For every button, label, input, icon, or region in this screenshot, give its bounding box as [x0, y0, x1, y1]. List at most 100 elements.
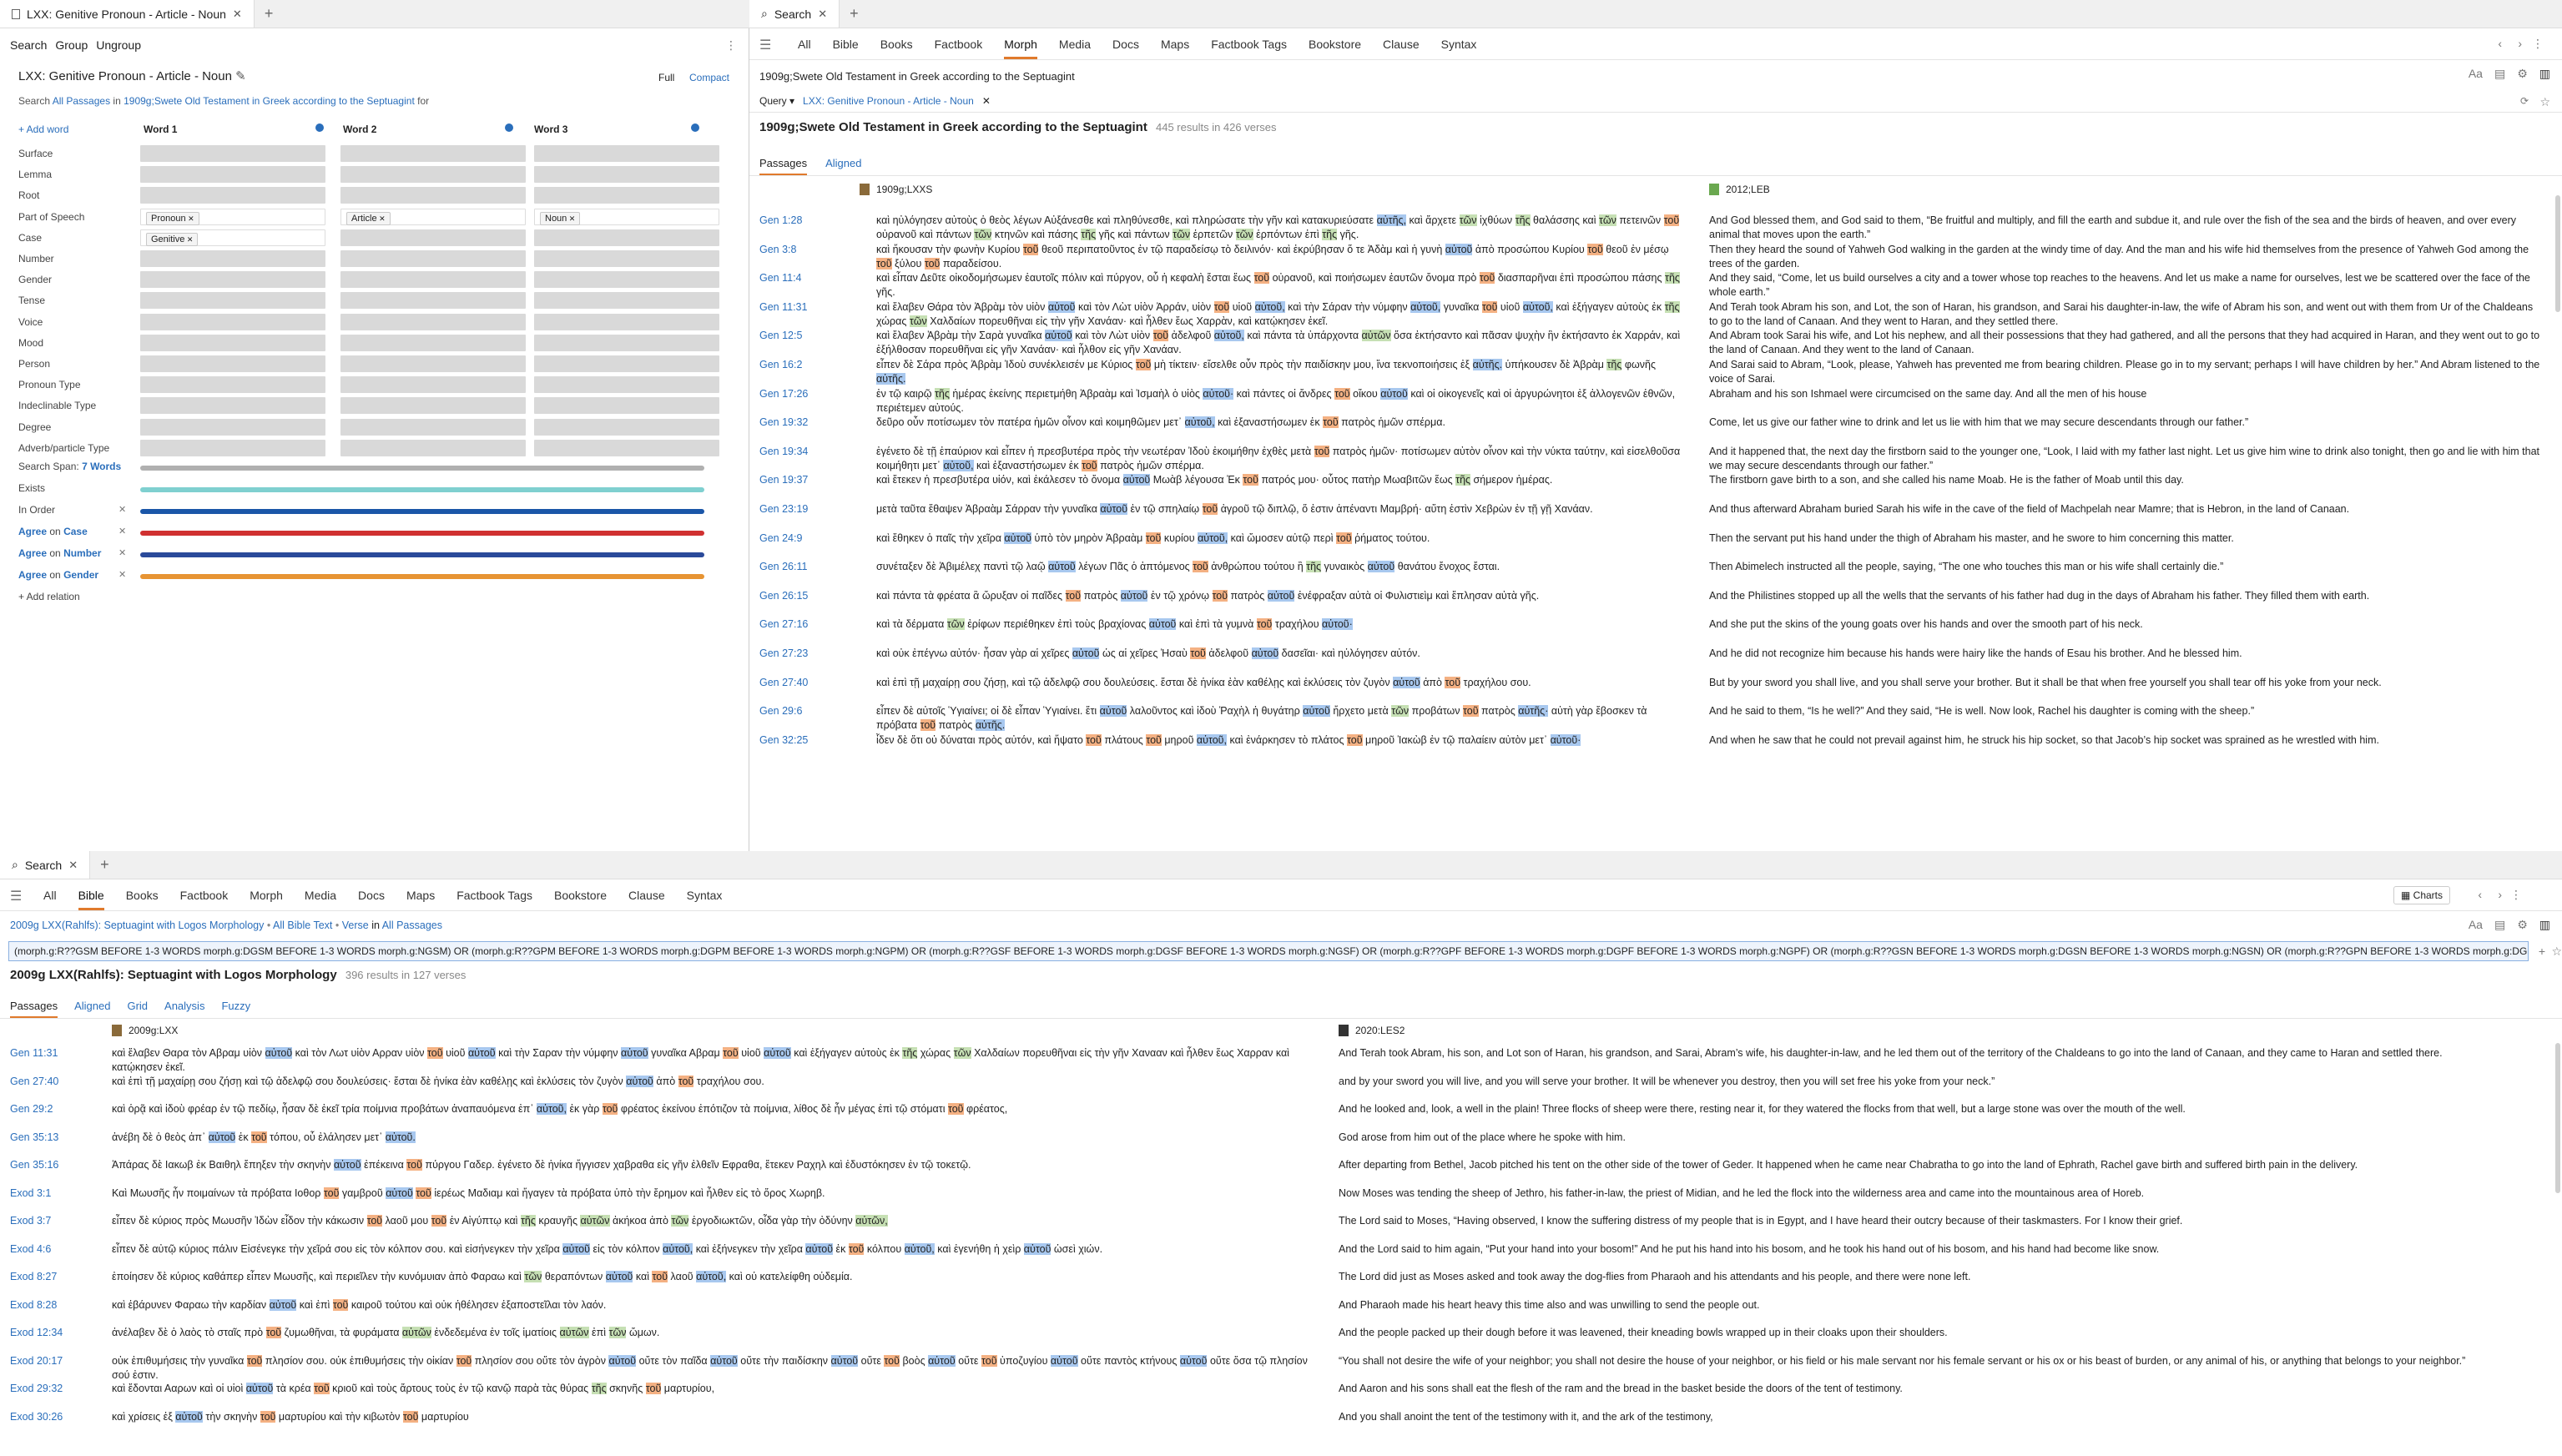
field-cell[interactable] — [340, 355, 526, 372]
field-cell[interactable] — [534, 439, 719, 456]
nav-syntax[interactable]: Syntax — [686, 889, 723, 902]
verse-reference[interactable]: Exod 3:7 — [10, 1215, 52, 1227]
nav-maps[interactable]: Maps — [406, 889, 436, 902]
remove-icon[interactable]: ✕ — [119, 548, 127, 558]
verse-reference[interactable]: Gen 12:5 — [759, 330, 803, 342]
verse-reference[interactable]: Exod 29:32 — [10, 1383, 63, 1394]
back-icon[interactable]: ‹ — [2498, 37, 2502, 50]
remove-chip-icon[interactable]: ✕ — [376, 214, 386, 223]
field-cell[interactable] — [340, 376, 526, 394]
value-chip[interactable]: Article ✕ — [346, 211, 391, 225]
agree-number-bar[interactable] — [140, 552, 704, 557]
charts-button[interactable]: ▦ Charts — [2393, 886, 2450, 904]
verse-reference[interactable]: Gen 32:25 — [759, 733, 809, 746]
field-cell[interactable] — [534, 397, 719, 415]
verse-reference[interactable]: Exod 12:34 — [10, 1327, 63, 1338]
field-cell[interactable] — [534, 292, 719, 310]
forward-icon[interactable]: › — [2498, 888, 2502, 901]
tab-query[interactable]: LXX: Genitive Pronoun - Article - Noun ✕ — [0, 0, 255, 28]
query-input[interactable]: (morph.g:R??GSM BEFORE 1-3 WORDS morph.g… — [8, 941, 2529, 961]
verse-reference[interactable]: Gen 19:34 — [759, 445, 809, 457]
add-relation-button[interactable]: + Add relation — [18, 591, 80, 602]
verse-reference[interactable]: Gen 19:32 — [759, 416, 809, 429]
add-word-button[interactable]: + Add word — [18, 123, 69, 135]
field-cell[interactable] — [340, 271, 526, 289]
verse-reference[interactable]: Exod 20:17 — [10, 1354, 63, 1367]
nav-media[interactable]: Media — [304, 889, 337, 902]
agree-gender-value[interactable]: Gender — [63, 569, 99, 581]
field-cell[interactable] — [534, 187, 719, 204]
field-cell[interactable] — [340, 145, 526, 162]
tab-passages[interactable]: Passages — [759, 157, 808, 176]
resource-selector[interactable]: 1909g;Swete Old Testament in Greek accor… — [759, 70, 1075, 83]
field-cell[interactable] — [340, 229, 526, 246]
word-1-options-icon[interactable] — [315, 123, 324, 132]
field-cell[interactable] — [534, 376, 719, 394]
remove-chip-icon[interactable]: ✕ — [184, 234, 194, 244]
field-cell[interactable] — [140, 397, 325, 415]
field-cell[interactable] — [140, 271, 325, 289]
new-tab-button[interactable]: + — [100, 856, 109, 873]
close-icon[interactable]: ✕ — [818, 7, 828, 20]
remove-chip-icon[interactable]: ✕ — [185, 214, 194, 223]
verse-reference[interactable]: Gen 23:19 — [759, 503, 809, 515]
search-span-bar[interactable] — [140, 466, 704, 471]
query-title[interactable]: LXX: Genitive Pronoun - Article - Noun ✎ — [18, 68, 246, 83]
nav-maps[interactable]: Maps — [1160, 38, 1190, 51]
back-icon[interactable]: ‹ — [2478, 888, 2482, 901]
nav-docs[interactable]: Docs — [358, 889, 385, 902]
field-cell[interactable] — [534, 250, 719, 267]
verse-reference[interactable]: Gen 1:28 — [759, 214, 803, 226]
nav-clause[interactable]: Clause — [628, 889, 665, 902]
remove-icon[interactable]: ✕ — [119, 505, 127, 515]
field-cell[interactable] — [534, 145, 719, 162]
tab-aligned[interactable]: Aligned — [825, 157, 862, 169]
nav-books[interactable]: Books — [880, 38, 913, 51]
nav-media[interactable]: Media — [1058, 38, 1092, 51]
tab-search[interactable]: ⌕ Search ✕ — [0, 851, 91, 879]
column-header-lxx[interactable]: 2009g:LXX — [112, 1025, 178, 1036]
more-icon[interactable]: ⋮ — [725, 38, 737, 52]
verse-reference[interactable]: Gen 27:23 — [759, 647, 809, 659]
menu-group[interactable]: Group — [55, 38, 88, 52]
nav-bookstore[interactable]: Bookstore — [553, 889, 608, 902]
settings-icon[interactable]: ⚙ — [2517, 918, 2528, 931]
scope-link[interactable]: All Bible Text — [273, 919, 333, 931]
field-cell[interactable] — [340, 166, 526, 184]
verse-reference[interactable]: Gen 11:4 — [759, 272, 802, 285]
resource-link[interactable]: 2009g LXX(Rahlfs): Septuagint with Logos… — [10, 919, 265, 931]
resource-link[interactable]: 1909g;Swete Old Testament in Greek accor… — [124, 95, 415, 107]
nav-all[interactable]: All — [798, 38, 811, 51]
field-cell[interactable] — [340, 187, 526, 204]
verse-reference[interactable]: Exod 30:26 — [10, 1410, 63, 1423]
field-cell[interactable] — [140, 439, 325, 456]
menu-icon[interactable]: ☰ — [10, 889, 23, 904]
nav-bible[interactable]: Bible — [832, 38, 859, 51]
verse-reference[interactable]: Exod 4:6 — [10, 1242, 52, 1255]
add-icon[interactable]: + — [2538, 945, 2545, 958]
verse-reference[interactable]: Gen 17:26 — [759, 387, 809, 400]
field-cell[interactable] — [534, 166, 719, 184]
menu-search[interactable]: Search — [10, 38, 48, 52]
refresh-icon[interactable]: ⟳ — [2519, 95, 2529, 107]
field-cell[interactable] — [140, 250, 325, 267]
verse-reference[interactable]: Gen 11:31 — [759, 300, 808, 313]
field-cell[interactable]: Article ✕ — [340, 208, 526, 225]
view-full-button[interactable]: Full — [658, 72, 675, 83]
settings-icon[interactable]: ⚙ — [2517, 67, 2528, 80]
verse-reference[interactable]: Gen 27:16 — [759, 618, 809, 631]
column-header-lxxs[interactable]: 1909g;LXXS — [860, 184, 932, 195]
font-size-icon[interactable]: Aa — [2468, 67, 2483, 80]
edit-icon[interactable]: ✎ — [235, 69, 246, 83]
nav-factbook[interactable]: Factbook — [179, 889, 229, 902]
tab-search[interactable]: ⌕ Search ✕ — [749, 0, 840, 28]
field-cell[interactable]: Pronoun ✕ — [140, 208, 325, 225]
nav-factbook-tags[interactable]: Factbook Tags — [1211, 38, 1287, 51]
remove-icon[interactable]: ✕ — [119, 570, 127, 580]
field-cell[interactable] — [140, 292, 325, 310]
new-tab-button[interactable]: + — [850, 5, 859, 22]
star-icon[interactable]: ☆ — [2539, 95, 2550, 108]
field-cell[interactable] — [340, 439, 526, 456]
query-dropdown[interactable]: Query ▾ — [759, 95, 795, 107]
tab-aligned[interactable]: Aligned — [74, 1000, 111, 1012]
